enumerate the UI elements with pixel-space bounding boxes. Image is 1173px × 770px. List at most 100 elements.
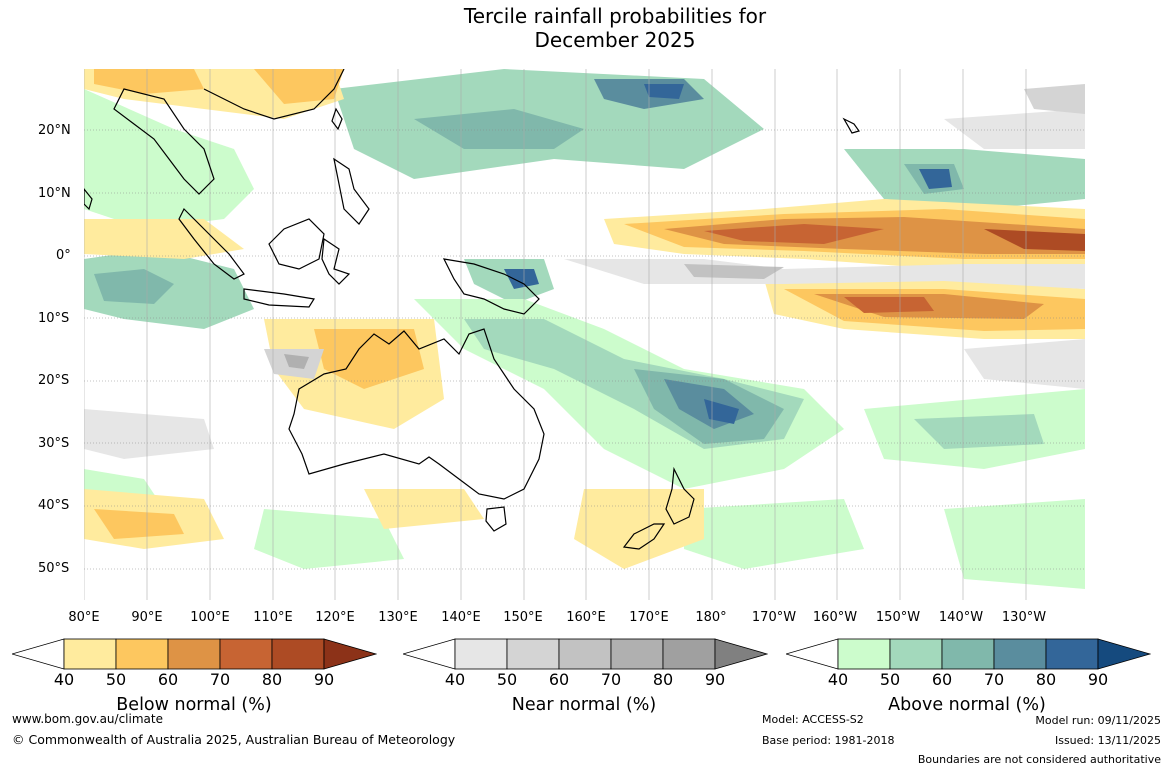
above-swatch-low (786, 638, 839, 670)
below-tick-90: 90 (313, 670, 335, 689)
above-swatch-80-90 (1045, 638, 1099, 670)
below-normal-shading (84, 69, 1085, 569)
above-tick-50: 50 (879, 670, 901, 689)
below-tick-80: 80 (261, 670, 283, 689)
lat-label-10n: 10°N (38, 186, 71, 201)
near-tick-60: 60 (548, 670, 570, 689)
map-canvas (84, 69, 1085, 600)
below-tick-40: 40 (53, 670, 75, 689)
below-swatch-80-90 (271, 638, 325, 670)
lon-label-130e: 130°E (378, 610, 418, 625)
lon-label-160e: 160°E (566, 610, 606, 625)
near-swatch-60-70 (558, 638, 612, 670)
near-tick-50: 50 (496, 670, 518, 689)
rainfall-probability-map (84, 69, 1085, 600)
near-swatch-50-60 (506, 638, 560, 670)
graticule (84, 129, 1085, 570)
website-link[interactable]: www.bom.gov.au/climate (12, 712, 163, 726)
lon-label-150e: 150°E (503, 610, 543, 625)
below-swatch-40-50 (63, 638, 117, 670)
above-tick-90: 90 (1087, 670, 1109, 689)
borneo-outline (268, 218, 325, 270)
lat-label-50s: 50°S (38, 561, 70, 576)
lon-label-150w: 150°W (875, 610, 921, 625)
taiwan-outline (331, 107, 343, 131)
indochina-outline (113, 88, 215, 195)
above-tick-80: 80 (1035, 670, 1057, 689)
above-swatch-60-70 (941, 638, 995, 670)
below-normal-label: Below normal (%) (116, 695, 272, 715)
lon-label-140w: 140°W (938, 610, 984, 625)
lon-label-160w: 160°W (812, 610, 858, 625)
new-zealand-south-outline (622, 523, 666, 550)
lon-label-90e: 90°E (131, 610, 163, 625)
boundaries-disclaimer: Boundaries are not considered authoritat… (917, 753, 1161, 766)
near-normal-label: Near normal (%) (511, 695, 657, 715)
above-swatch-70-80 (993, 638, 1047, 670)
lat-label-30s: 30°S (38, 436, 70, 451)
lon-label-180: 180° (695, 610, 727, 625)
near-swatch-low (403, 638, 456, 670)
below-swatch-low (12, 638, 65, 670)
title-line-1: Tercile rainfall probabilities for (463, 4, 767, 28)
near-swatch-40-50 (454, 638, 508, 670)
above-swatch-high (1097, 638, 1151, 670)
above-normal-shading (84, 69, 1085, 589)
below-swatch-50-60 (115, 638, 169, 670)
near-normal-shading (84, 84, 1085, 459)
lon-label-100e: 100°E (190, 610, 230, 625)
model-name: Model: ACCESS-S2 (762, 713, 864, 726)
below-swatch-60-70 (167, 638, 221, 670)
above-tick-70: 70 (983, 670, 1005, 689)
lon-label-130w: 130°W (1001, 610, 1047, 625)
lat-label-10s: 10°S (38, 311, 70, 326)
lon-label-80e: 80°E (68, 610, 100, 625)
lon-label-140e: 140°E (441, 610, 481, 625)
colorbar-near-normal (403, 638, 768, 670)
lon-label-110e: 110°E (253, 610, 293, 625)
java-outline (243, 288, 315, 308)
lon-label-170e: 170°E (629, 610, 669, 625)
colorbar-below-normal (12, 638, 377, 670)
lon-label-170w: 170°W (751, 610, 797, 625)
sri-lanka-outline (84, 188, 93, 211)
lat-label-20s: 20°S (38, 373, 70, 388)
below-swatch-high (323, 638, 377, 670)
australia-outline (288, 328, 545, 500)
coastlines (84, 69, 860, 550)
near-tick-90: 90 (704, 670, 726, 689)
map-title: Tercile rainfall probabilities for Decem… (0, 4, 1173, 52)
philippines-outline (333, 157, 370, 225)
lat-label-40s: 40°S (38, 498, 70, 513)
lat-label-20n: 20°N (38, 123, 71, 138)
near-swatch-80-90 (662, 638, 716, 670)
near-tick-80: 80 (652, 670, 674, 689)
copyright-text: © Commonwealth of Australia 2025, Austra… (12, 732, 456, 747)
above-swatch-40-50 (837, 638, 891, 670)
base-period: Base period: 1981-2018 (762, 734, 895, 747)
lat-label-0: 0° (56, 248, 71, 263)
near-tick-70: 70 (600, 670, 622, 689)
new-guinea-outline (442, 258, 540, 315)
meridians (84, 69, 1027, 600)
above-swatch-50-60 (889, 638, 943, 670)
above-tick-60: 60 (931, 670, 953, 689)
below-tick-60: 60 (157, 670, 179, 689)
sumatra-outline (178, 207, 245, 280)
tasmania-outline (485, 506, 507, 532)
model-run-date: Model run: 09/11/2025 (1035, 714, 1161, 727)
title-line-2: December 2025 (534, 28, 696, 52)
below-tick-70: 70 (209, 670, 231, 689)
new-zealand-north-outline (665, 466, 695, 525)
near-swatch-high (714, 638, 768, 670)
near-swatch-70-80 (610, 638, 664, 670)
lon-label-120e: 120°E (315, 610, 355, 625)
above-tick-40: 40 (827, 670, 849, 689)
below-swatch-70-80 (219, 638, 273, 670)
china-coast-outline (203, 69, 345, 120)
below-tick-50: 50 (105, 670, 127, 689)
hawaii-outline (842, 117, 860, 134)
near-tick-40: 40 (444, 670, 466, 689)
colorbar-above-normal (786, 638, 1151, 670)
issued-date: Issued: 13/11/2025 (1054, 734, 1161, 747)
